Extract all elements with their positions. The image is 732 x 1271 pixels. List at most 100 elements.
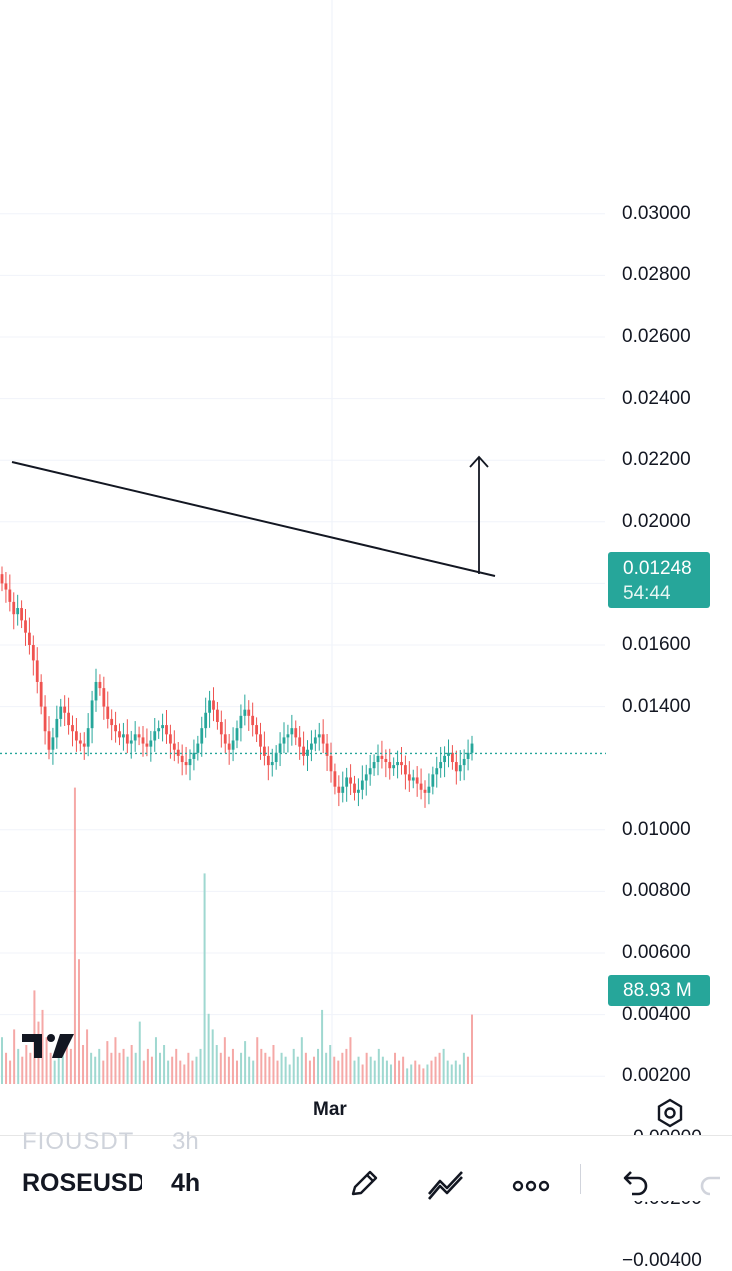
candle-body bbox=[67, 712, 70, 726]
volume-bar bbox=[292, 1048, 295, 1084]
candle-body bbox=[78, 740, 82, 744]
candle-body bbox=[286, 734, 290, 738]
volume-bar bbox=[191, 1060, 194, 1084]
volume-bar bbox=[357, 1056, 360, 1084]
volume-bar bbox=[130, 1045, 133, 1084]
volume-bar bbox=[252, 1060, 255, 1084]
candle-body bbox=[329, 755, 333, 772]
candle-body bbox=[118, 731, 121, 738]
volume-bar bbox=[53, 1060, 56, 1084]
volume-bar bbox=[349, 1037, 352, 1084]
candle-body bbox=[200, 728, 204, 744]
candle-body bbox=[266, 755, 270, 766]
volume-bar bbox=[308, 1060, 311, 1084]
candle-body bbox=[125, 734, 129, 744]
volume-bar bbox=[365, 1052, 368, 1084]
candle-body bbox=[20, 608, 23, 621]
candle-body bbox=[298, 737, 302, 747]
candle-body bbox=[94, 681, 98, 701]
volume-bar bbox=[179, 1060, 182, 1084]
volume-bar bbox=[49, 1052, 52, 1084]
candle-body bbox=[35, 660, 39, 682]
candle-body bbox=[360, 780, 364, 790]
chart-canvas[interactable] bbox=[0, 0, 732, 1135]
redo-icon[interactable] bbox=[690, 1166, 726, 1202]
volume-bar bbox=[98, 1048, 101, 1084]
volume-bar bbox=[82, 1045, 85, 1084]
symbol-selector[interactable]: ROSEUSDT bbox=[22, 1169, 142, 1197]
candle-body bbox=[415, 777, 419, 784]
price-axis-label: −0.00400 bbox=[622, 1250, 702, 1271]
volume-bar bbox=[25, 1045, 28, 1084]
drawing-tools-icon[interactable] bbox=[426, 1166, 466, 1202]
volume-bar bbox=[90, 1052, 93, 1084]
more-icon[interactable] bbox=[511, 1166, 551, 1202]
volume-bar bbox=[248, 1056, 251, 1084]
volume-bar bbox=[138, 1021, 141, 1084]
candle-body bbox=[0, 574, 4, 584]
candle-body bbox=[302, 746, 305, 756]
volume-bar bbox=[446, 1060, 449, 1084]
volume-bar bbox=[244, 1041, 247, 1084]
candle-body bbox=[368, 768, 372, 775]
candle-body bbox=[145, 743, 149, 747]
candle-body bbox=[454, 762, 458, 772]
volume-bar bbox=[211, 1029, 214, 1084]
candle-body bbox=[90, 700, 94, 729]
candle-body bbox=[310, 743, 313, 750]
candle-body bbox=[227, 743, 231, 750]
candle-body bbox=[376, 755, 380, 763]
volume-bar bbox=[458, 1064, 461, 1084]
candle-body bbox=[392, 765, 396, 769]
volume-bar bbox=[276, 1060, 279, 1084]
candle-body bbox=[71, 725, 74, 732]
volume-bar bbox=[471, 1014, 473, 1084]
interval-selector[interactable]: 4h bbox=[171, 1169, 201, 1197]
candle-body bbox=[274, 752, 278, 763]
volume-bar bbox=[57, 1056, 60, 1084]
volume-bar bbox=[402, 1056, 405, 1084]
volume-bar bbox=[171, 1056, 174, 1084]
candle-body bbox=[306, 749, 309, 756]
volume-bar bbox=[207, 1013, 210, 1084]
pencil-icon[interactable] bbox=[345, 1166, 381, 1202]
volume-bar bbox=[102, 1060, 105, 1084]
volume-bar bbox=[45, 1037, 48, 1084]
volume-bar bbox=[29, 1052, 32, 1084]
candle-body bbox=[423, 789, 427, 793]
candle-body bbox=[419, 783, 423, 790]
volume-bar bbox=[146, 1048, 149, 1084]
trendline bbox=[11, 461, 496, 577]
candle-body bbox=[16, 608, 20, 615]
volume-bar bbox=[394, 1052, 397, 1084]
candle-body bbox=[24, 620, 27, 633]
undo-icon[interactable] bbox=[616, 1166, 652, 1202]
candle-body bbox=[278, 743, 282, 753]
candle-body bbox=[153, 731, 157, 741]
volume-bar bbox=[454, 1060, 457, 1084]
candle-body bbox=[243, 709, 247, 716]
volume-bar bbox=[430, 1060, 433, 1084]
volume-bar bbox=[361, 1064, 364, 1084]
volume-badge: 88.93 M bbox=[608, 975, 710, 1006]
volume-bar bbox=[126, 1056, 129, 1084]
volume-bar bbox=[377, 1048, 380, 1084]
candle-body bbox=[231, 740, 235, 750]
previous-symbol-ghost: FIOUSDT bbox=[22, 1128, 135, 1155]
tradingview-logo bbox=[22, 1034, 74, 1058]
volume-bar bbox=[264, 1052, 267, 1084]
candle-body bbox=[4, 583, 8, 590]
settings-icon[interactable] bbox=[655, 1098, 685, 1128]
volume-bar bbox=[304, 1052, 307, 1084]
candle-body bbox=[86, 728, 90, 747]
candle-body bbox=[458, 765, 462, 772]
price-axis-label: 0.01600 bbox=[622, 634, 691, 655]
candle-body bbox=[157, 728, 161, 732]
candle-body bbox=[141, 737, 145, 744]
volume-bar bbox=[65, 1045, 68, 1084]
candle-body bbox=[466, 752, 470, 759]
candle-body bbox=[102, 688, 106, 707]
candle-body bbox=[451, 752, 454, 763]
candle-body bbox=[165, 725, 168, 735]
